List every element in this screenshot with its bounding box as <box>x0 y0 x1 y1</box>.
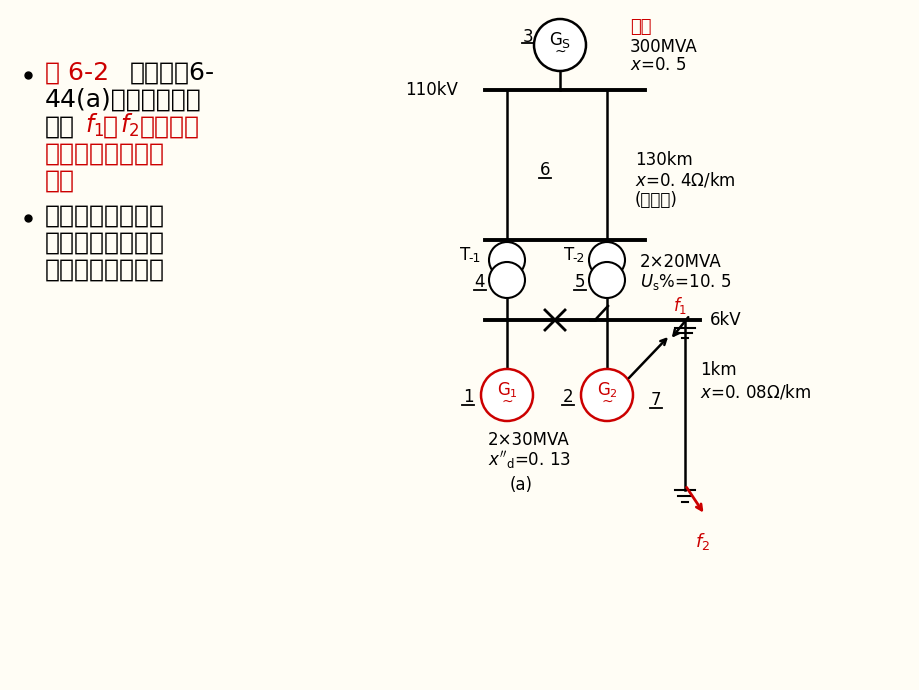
Text: 2×20MVA: 2×20MVA <box>640 253 721 271</box>
Circle shape <box>489 242 525 278</box>
Text: ~: ~ <box>501 395 512 409</box>
Text: 发生三相: 发生三相 <box>140 115 199 139</box>
Text: 4: 4 <box>474 273 484 291</box>
Text: 5: 5 <box>574 273 584 291</box>
Circle shape <box>581 369 632 421</box>
Text: $f_2$: $f_2$ <box>694 531 709 553</box>
Text: 6kV: 6kV <box>709 311 741 329</box>
Text: 44(a)所示系统中分: 44(a)所示系统中分 <box>45 88 201 112</box>
Text: 短路后时的短路电: 短路后时的短路电 <box>45 142 165 166</box>
Circle shape <box>588 262 624 298</box>
Text: ~: ~ <box>600 395 612 409</box>
Text: 6: 6 <box>539 161 550 179</box>
Text: 3: 3 <box>522 28 533 46</box>
Text: 所有发电机均为汽: 所有发电机均为汽 <box>45 204 165 228</box>
Text: 2: 2 <box>562 388 573 406</box>
Text: 1km: 1km <box>699 361 736 379</box>
Text: 例 6-2: 例 6-2 <box>45 61 117 85</box>
Text: (每回路): (每回路) <box>634 191 677 209</box>
Text: 、: 、 <box>103 115 118 139</box>
Text: $f_1$: $f_1$ <box>85 111 104 139</box>
Text: 1: 1 <box>462 388 472 406</box>
Text: -1: -1 <box>469 251 481 264</box>
Text: $\mathit{x}$=0. 08Ω/km: $\mathit{x}$=0. 08Ω/km <box>699 382 811 402</box>
Text: $\boldsymbol{\mathit{U}}_{\rm s}$%=10. 5: $\boldsymbol{\mathit{U}}_{\rm s}$%=10. 5 <box>640 272 731 292</box>
Text: T: T <box>563 246 573 264</box>
Text: 系统: 系统 <box>630 18 651 36</box>
Text: $\mathit{x}''_{\rm d}$=0. 13: $\mathit{x}''_{\rm d}$=0. 13 <box>487 449 571 471</box>
Text: S: S <box>561 37 568 50</box>
Text: $f_1$: $f_1$ <box>672 295 686 315</box>
Text: G: G <box>597 381 610 399</box>
Text: 流。: 流。 <box>45 169 75 193</box>
Text: ~: ~ <box>553 45 565 59</box>
Text: 300MVA: 300MVA <box>630 38 697 56</box>
Text: 1: 1 <box>509 389 516 399</box>
Circle shape <box>489 262 525 298</box>
Text: 轮发电机，发电机: 轮发电机，发电机 <box>45 231 165 255</box>
Circle shape <box>533 19 585 71</box>
Text: $f_2$: $f_2$ <box>119 111 139 139</box>
Text: 试计算图6-: 试计算图6- <box>130 61 215 85</box>
Text: 130km: 130km <box>634 151 692 169</box>
Text: 7: 7 <box>650 391 661 409</box>
Text: G: G <box>549 31 562 49</box>
Text: -2: -2 <box>573 251 584 264</box>
Text: T: T <box>460 246 470 264</box>
Text: 110kV: 110kV <box>404 81 458 99</box>
Text: 母线断路器断开。: 母线断路器断开。 <box>45 258 165 282</box>
Text: $\mathit{x}$=0. 5: $\mathit{x}$=0. 5 <box>630 56 686 74</box>
Text: 别在: 别在 <box>45 115 75 139</box>
Text: 2: 2 <box>608 389 616 399</box>
Circle shape <box>481 369 532 421</box>
Text: 2×30MVA: 2×30MVA <box>487 431 569 449</box>
Text: (a): (a) <box>509 476 532 494</box>
Text: G: G <box>497 381 510 399</box>
Circle shape <box>588 242 624 278</box>
Text: $\mathit{x}$=0. 4Ω/km: $\mathit{x}$=0. 4Ω/km <box>634 170 735 190</box>
